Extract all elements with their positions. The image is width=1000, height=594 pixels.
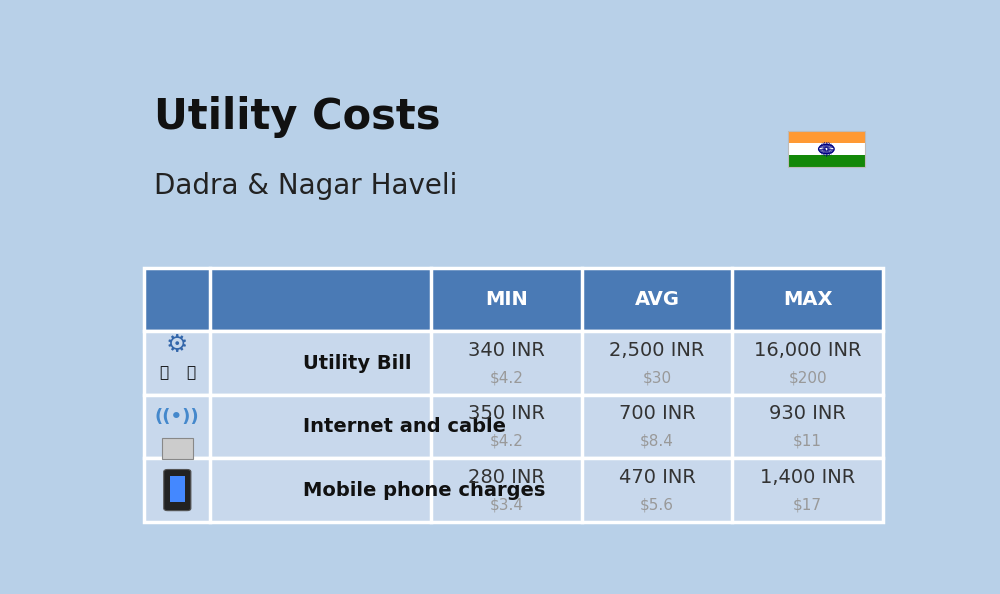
Text: Utility Bill: Utility Bill (303, 353, 412, 372)
Text: $8.4: $8.4 (640, 434, 674, 448)
Text: 16,000 INR: 16,000 INR (754, 341, 861, 360)
Bar (162, 438, 193, 459)
Text: 🔋: 🔋 (159, 365, 168, 380)
Text: ⚙: ⚙ (166, 333, 188, 357)
Text: 700 INR: 700 INR (619, 405, 695, 424)
Text: Mobile phone charges: Mobile phone charges (303, 481, 545, 500)
Text: $30: $30 (642, 370, 672, 386)
Text: Utility Costs: Utility Costs (154, 96, 441, 138)
Text: $4.2: $4.2 (489, 434, 523, 448)
Bar (788, 155, 865, 168)
Text: $11: $11 (793, 434, 822, 448)
Text: $200: $200 (788, 370, 827, 386)
Text: AVG: AVG (635, 290, 680, 309)
Bar (788, 131, 865, 168)
Text: 2,500 INR: 2,500 INR (609, 341, 705, 360)
Bar (788, 131, 865, 143)
Text: $3.4: $3.4 (489, 497, 523, 512)
Text: 340 INR: 340 INR (468, 341, 545, 360)
Text: $17: $17 (793, 497, 822, 512)
Text: MAX: MAX (783, 290, 832, 309)
Text: 💧: 💧 (187, 365, 196, 380)
Text: MIN: MIN (485, 290, 528, 309)
Text: 1,400 INR: 1,400 INR (760, 467, 855, 486)
Text: 470 INR: 470 INR (619, 467, 695, 486)
Bar (170, 476, 185, 501)
Text: ((•)): ((•)) (155, 409, 200, 426)
Text: 930 INR: 930 INR (769, 405, 846, 424)
Text: Dadra & Nagar Haveli: Dadra & Nagar Haveli (154, 172, 458, 200)
Text: $4.2: $4.2 (489, 370, 523, 386)
Text: Internet and cable: Internet and cable (303, 417, 506, 436)
Text: 350 INR: 350 INR (468, 405, 545, 424)
Text: 280 INR: 280 INR (468, 467, 545, 486)
Text: $5.6: $5.6 (640, 497, 674, 512)
Bar (788, 143, 865, 155)
FancyBboxPatch shape (164, 469, 191, 511)
